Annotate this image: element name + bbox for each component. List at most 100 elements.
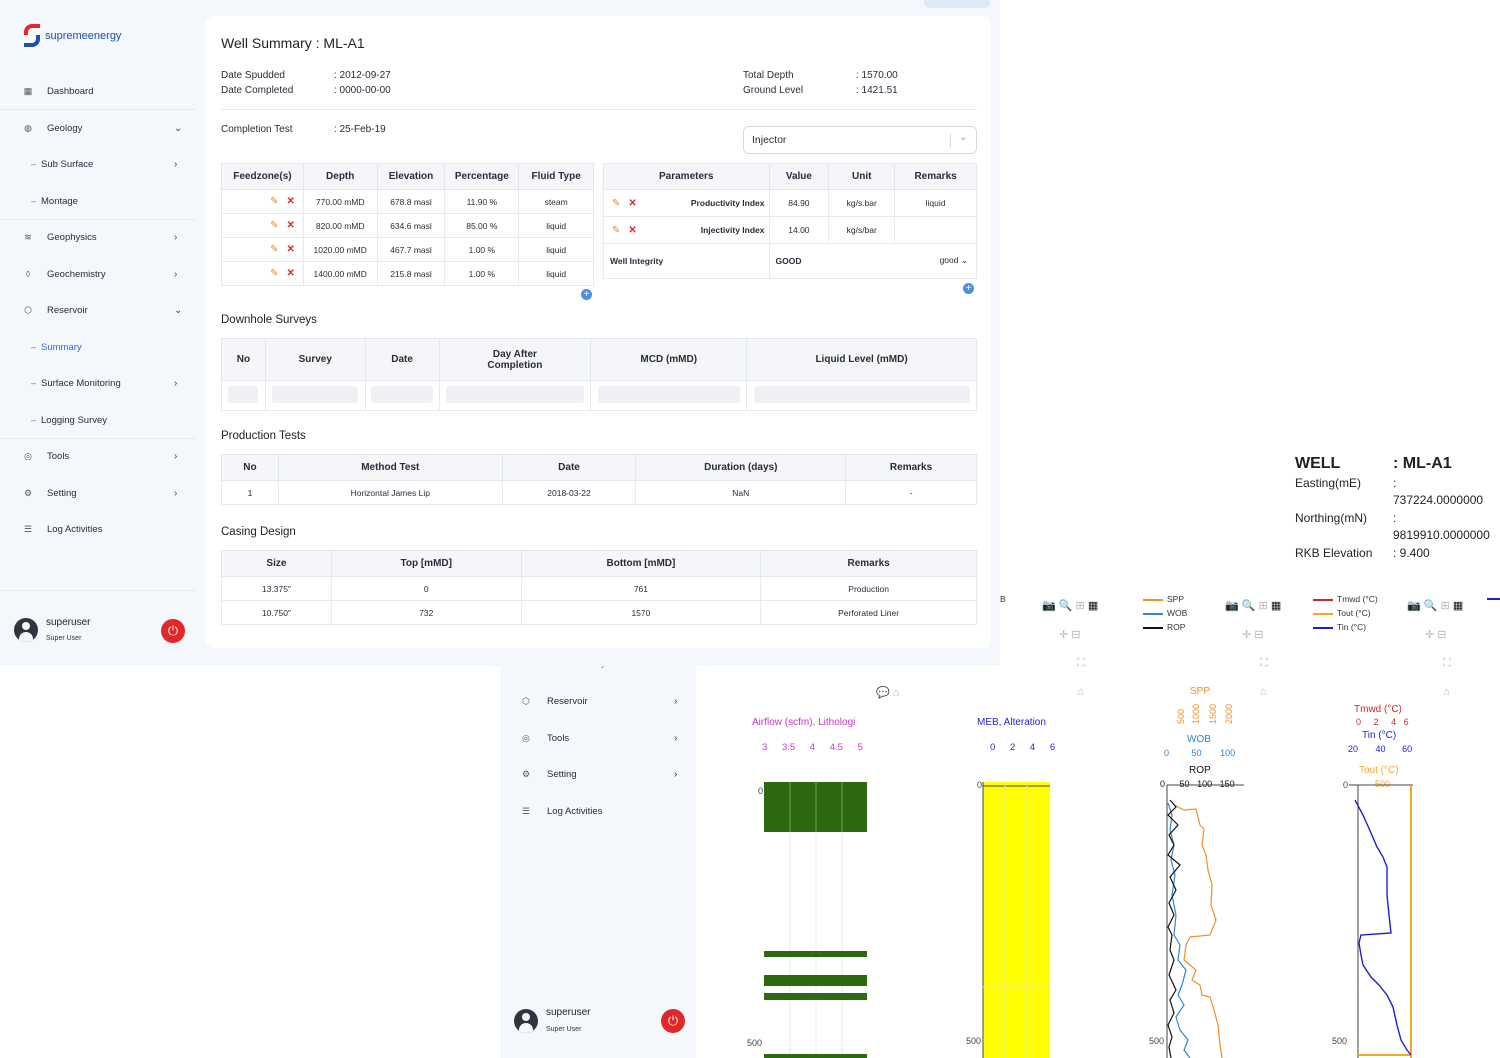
divider — [0, 109, 196, 110]
well-integrity-label: Well Integrity — [610, 256, 664, 266]
gear-icon: ⚙ — [522, 769, 531, 779]
delete-icon[interactable]: ✕ — [628, 224, 637, 236]
layers-icon: ≋ — [24, 231, 32, 242]
zoom-icon[interactable]: 🔍 — [1241, 600, 1256, 612]
sidebar-item-geophysics[interactable]: ≋ Geophysics › — [0, 222, 196, 252]
plus-box-icon[interactable]: ⊞ — [1258, 600, 1268, 612]
comment-icon[interactable]: 💬 — [876, 687, 890, 699]
wob-series — [1167, 802, 1191, 1058]
well-integrity-select[interactable]: good ⌄ — [940, 255, 968, 266]
plus-box-icon[interactable]: ⊞ — [1075, 600, 1085, 612]
pan-icon[interactable]: ✛ — [1425, 629, 1435, 641]
table-header: Duration (days) — [635, 454, 847, 481]
ground-level-label: Ground Level — [743, 85, 804, 96]
modebar-row2: ✛ ⊟ — [1242, 628, 1264, 641]
autoscale-icon[interactable]: ⛶ — [1260, 657, 1268, 669]
zoom-icon[interactable]: 🔍 — [1423, 600, 1438, 612]
sidebar-item-geology[interactable]: ◍ Geology ⌄ — [0, 113, 196, 143]
pan-icon[interactable]: ✛ — [1242, 629, 1252, 641]
home-icon[interactable]: ⌂ — [1260, 686, 1267, 698]
sidebar-item-montage[interactable]: – Montage — [0, 186, 196, 216]
tick-label: 0 — [1164, 748, 1170, 758]
pan-icon[interactable]: ✛ — [1059, 629, 1069, 641]
divider — [0, 438, 196, 439]
alteration-block — [983, 782, 1050, 1058]
sidebar-item-label: Geochemistry — [47, 268, 106, 280]
well-value: : ML-A1 — [1393, 455, 1452, 472]
plotly-logo-icon[interactable]: ▦ — [1270, 600, 1282, 612]
depth-tick: 0 — [1343, 780, 1349, 790]
divider — [0, 219, 196, 220]
camera-icon[interactable]: 📷 — [1225, 600, 1239, 612]
edit-icon[interactable]: ✎ — [612, 197, 621, 209]
legend-item: WOB — [1167, 608, 1188, 618]
top-action-button[interactable] — [924, 0, 990, 8]
sidebar-item-surface-monitoring[interactable]: – Surface Monitoring › — [0, 368, 196, 398]
edit-icon[interactable]: ✎ — [612, 224, 621, 236]
zoom-icon[interactable]: 🔍 — [1058, 600, 1073, 612]
camera-icon[interactable]: 📷 — [1042, 600, 1056, 612]
logout-button[interactable]: ⏻ — [161, 619, 185, 643]
table-header: Remarks — [760, 550, 977, 577]
table-header: Feedzone(s) — [221, 163, 304, 190]
sidebar-item-summary[interactable]: – Summary — [0, 332, 196, 362]
add-parameter-button[interactable]: + — [963, 283, 974, 294]
edit-icon[interactable]: ✎ — [270, 196, 279, 207]
cell: 1020.00 mMD — [302, 237, 378, 262]
bg-sidebar-label: Setting — [547, 769, 577, 780]
table-row: ✎ ✕ 1020.00 mMD 467.7 masl 1.00 % liquid — [221, 237, 594, 262]
add-feedzone-button[interactable]: + — [581, 289, 592, 300]
sidebar-item-logging-survey[interactable]: – Logging Survey — [0, 405, 196, 435]
lithology-block — [764, 993, 867, 1000]
cell: liquid — [518, 213, 594, 238]
home-icon[interactable]: ⌂ — [1443, 686, 1450, 698]
minus-box-icon[interactable]: ⊟ — [1071, 629, 1081, 641]
bg-sidebar-label: Reservoir — [547, 696, 588, 707]
table-header: Date — [364, 338, 440, 381]
sidebar-item-label: Setting — [47, 487, 77, 499]
sidebar-item-reservoir[interactable]: ⬡ Reservoir ⌄ — [0, 295, 196, 325]
delete-icon[interactable]: ✕ — [286, 196, 295, 207]
cell: 0 — [330, 576, 522, 601]
home-icon[interactable]: ⌂ — [1077, 686, 1084, 698]
delete-icon[interactable]: ✕ — [286, 268, 295, 279]
chevron-right-icon: › — [174, 377, 178, 389]
sidebar-item-tools[interactable]: ◎ Tools › — [0, 441, 196, 471]
camera-icon[interactable]: 📷 — [1407, 600, 1421, 612]
well-type-select[interactable]: Injector ⌄ — [743, 126, 977, 154]
delete-icon[interactable]: ✕ — [286, 244, 295, 255]
sidebar-item-dashboard[interactable]: ▦ Dashboard — [0, 76, 196, 106]
plotly-logo-icon[interactable]: ▦ — [1452, 600, 1464, 612]
sidebar-item-log-activities[interactable]: ☰ Log Activities — [0, 514, 196, 544]
autoscale-icon[interactable]: ⛶ — [1443, 657, 1451, 669]
edit-icon[interactable]: ✎ — [270, 268, 279, 279]
minus-box-icon[interactable]: ⊟ — [1437, 629, 1447, 641]
edit-icon[interactable]: ✎ — [270, 220, 279, 231]
cell: kg/s/bar — [828, 216, 896, 244]
modebar-row4: ⌂ — [1443, 686, 1450, 698]
home-icon[interactable]: ⌂ — [892, 687, 900, 699]
sidebar-item-sub-surface[interactable]: – Sub Surface › — [0, 149, 196, 179]
delete-icon[interactable]: ✕ — [286, 220, 295, 231]
cell: steam — [518, 189, 594, 214]
sidebar-item-setting[interactable]: ⚙ Setting › — [0, 478, 196, 508]
minus-box-icon[interactable]: ⊟ — [1254, 629, 1264, 641]
sidebar-item-geochemistry[interactable]: ◊ Geochemistry › — [0, 259, 196, 289]
rkb-value: : 9.400 — [1393, 546, 1430, 560]
logout-button[interactable]: ⏻ — [661, 1009, 685, 1033]
plus-box-icon[interactable]: ⊞ — [1440, 600, 1450, 612]
autoscale-icon[interactable]: ⛶ — [1077, 657, 1085, 669]
easting-label: Easting(mE) — [1295, 476, 1362, 490]
edit-icon[interactable]: ✎ — [270, 244, 279, 255]
logo[interactable]: supremeenergy — [22, 24, 121, 48]
table-header: Survey — [264, 338, 366, 381]
plotly-logo-icon[interactable]: ▦ — [1087, 600, 1099, 612]
tmwd-axis-title: Tmwd (°C) — [1354, 704, 1402, 715]
cell: Production — [760, 576, 977, 601]
delete-icon[interactable]: ✕ — [628, 197, 637, 209]
skeleton-placeholder — [228, 386, 259, 403]
table-row: Well Integrity GOOD good ⌄ — [603, 243, 977, 279]
sidebar-item-label: Reservoir — [47, 304, 88, 316]
globe-icon: ◍ — [24, 122, 32, 133]
cube-icon: ⬡ — [522, 696, 530, 706]
